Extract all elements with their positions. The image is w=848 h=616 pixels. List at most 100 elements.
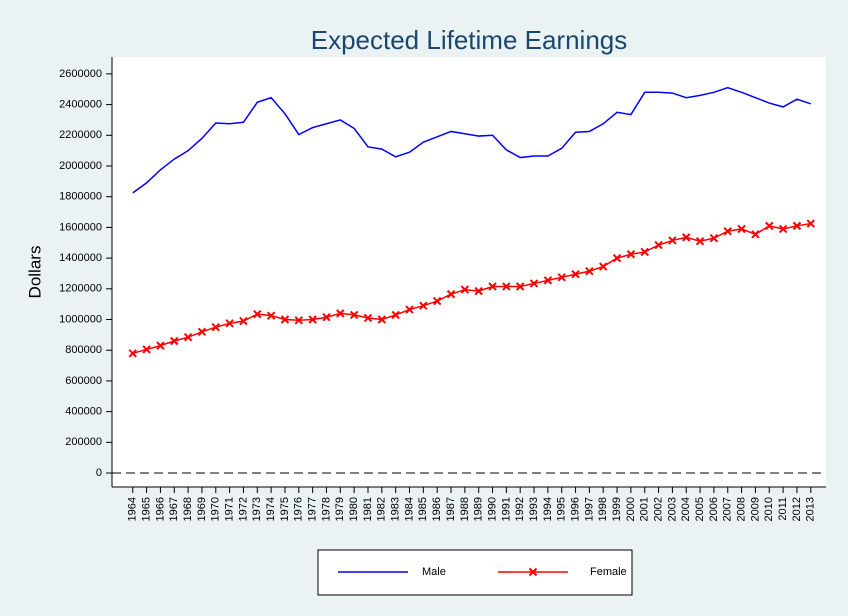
- x-tick-label: 2003: [666, 497, 678, 521]
- y-tick-label: 2200000: [59, 129, 102, 141]
- marker: [557, 273, 566, 282]
- x-tick-label: 1983: [390, 497, 402, 521]
- marker: [599, 262, 608, 271]
- marker: [529, 279, 539, 288]
- x-tick-label: 1990: [486, 497, 498, 521]
- y-tick-label: 2600000: [59, 68, 102, 80]
- marker: [280, 315, 290, 324]
- y-tick-label: 600000: [65, 375, 102, 387]
- y-tick-label: 400000: [65, 406, 102, 418]
- marker: [751, 230, 760, 239]
- plot-area: [112, 57, 826, 487]
- legend-label: Female: [590, 566, 627, 578]
- marker: [682, 233, 691, 242]
- x-tick-label: 1981: [362, 497, 374, 521]
- chart-title: Expected Lifetime Earnings: [311, 25, 628, 55]
- marker: [322, 313, 331, 322]
- x-tick-label: 1973: [251, 497, 263, 521]
- x-tick-label: 1979: [334, 497, 346, 521]
- marker: [792, 221, 802, 231]
- legend-marker: [528, 567, 538, 577]
- marker: [183, 332, 193, 342]
- x-tick-label: 1994: [542, 497, 554, 521]
- marker: [446, 289, 456, 299]
- x-tick-label: 1989: [473, 497, 485, 521]
- x-tick-label: 2007: [722, 497, 734, 521]
- marker: [349, 310, 359, 320]
- marker: [737, 224, 746, 234]
- y-tick-label: 1400000: [59, 252, 102, 264]
- x-tick-label: 1975: [279, 497, 291, 521]
- marker: [723, 227, 732, 236]
- x-tick-label: 2009: [749, 497, 761, 521]
- x-tick-label: 1967: [168, 497, 180, 521]
- y-tick-label: 2000000: [59, 160, 102, 172]
- x-tick-label: 2005: [694, 497, 706, 521]
- x-tick-label: 2004: [680, 497, 692, 521]
- x-tick-label: 1991: [500, 497, 512, 521]
- x-tick-label: 1976: [293, 497, 305, 521]
- legend-label: Male: [422, 566, 446, 578]
- x-tick-label: 2002: [652, 497, 664, 521]
- marker: [515, 282, 525, 291]
- x-tick-label: 1982: [376, 497, 388, 521]
- marker: [695, 237, 705, 246]
- x-tick-label: 2011: [777, 497, 789, 521]
- x-tick-label: 1964: [127, 497, 139, 521]
- marker: [239, 316, 248, 326]
- marker: [294, 316, 304, 325]
- x-tick-label: 1971: [224, 497, 236, 521]
- x-tick-label: 1965: [140, 497, 152, 521]
- y-tick-label: 1800000: [59, 191, 102, 203]
- marker: [654, 240, 663, 250]
- marker: [391, 310, 400, 320]
- marker: [640, 247, 649, 257]
- x-tick-label: 1995: [556, 497, 568, 521]
- x-tick-label: 1997: [583, 497, 595, 521]
- x-tick-label: 1996: [569, 497, 581, 521]
- x-tick-label: 2013: [805, 497, 817, 521]
- marker: [502, 282, 511, 291]
- x-tick-label: 1980: [348, 497, 360, 521]
- marker: [626, 250, 636, 259]
- marker: [336, 309, 345, 318]
- marker: [585, 266, 594, 276]
- marker: [128, 349, 137, 358]
- series-line: [132, 86, 812, 194]
- y-tick-label: 1000000: [59, 313, 102, 325]
- marker: [432, 296, 442, 306]
- marker: [266, 311, 276, 320]
- x-tick-label: 2001: [639, 497, 651, 521]
- marker: [363, 313, 373, 323]
- x-tick-label: 1970: [210, 497, 222, 521]
- x-tick-label: 1986: [431, 497, 443, 521]
- marker: [709, 233, 719, 243]
- marker: [405, 305, 414, 314]
- x-tick-label: 1972: [237, 497, 249, 521]
- x-tick-label: 1999: [611, 497, 623, 521]
- x-tick-label: 1985: [417, 497, 429, 521]
- x-tick-label: 1987: [445, 497, 457, 521]
- x-tick-label: 2008: [735, 497, 747, 521]
- marker: [156, 341, 165, 350]
- x-tick-label: 1977: [307, 497, 319, 521]
- marker: [778, 224, 788, 234]
- marker: [488, 282, 497, 291]
- x-tick-label: 1969: [196, 497, 208, 521]
- x-tick-label: 1974: [265, 497, 277, 521]
- marker: [806, 219, 815, 228]
- x-tick-label: 1984: [403, 497, 415, 521]
- x-tick-label: 1992: [514, 497, 526, 521]
- x-tick-label: 1998: [597, 497, 609, 521]
- marker: [612, 253, 622, 263]
- marker: [170, 336, 179, 346]
- marker: [543, 276, 553, 285]
- x-tick-label: 1978: [320, 497, 332, 521]
- marker: [474, 286, 483, 296]
- x-tick-label: 1966: [154, 497, 166, 521]
- x-tick-label: 2006: [708, 497, 720, 521]
- x-tick-label: 1988: [459, 497, 471, 521]
- marker: [668, 236, 677, 245]
- y-tick-label: 0: [96, 467, 102, 479]
